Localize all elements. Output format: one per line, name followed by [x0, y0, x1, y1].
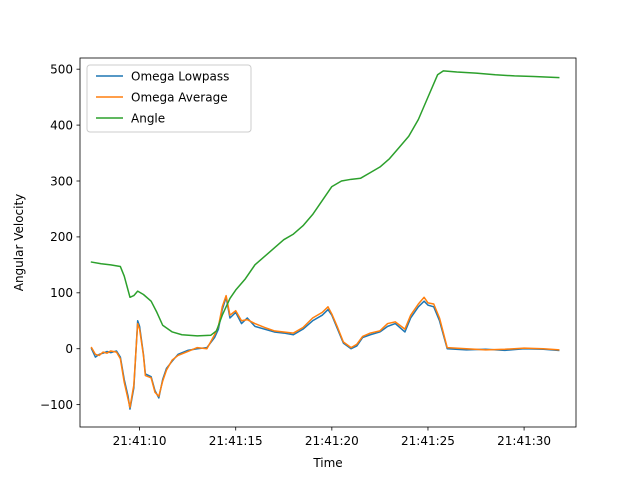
legend-box: [86, 64, 252, 133]
x-tick-label: 21:41:30: [497, 434, 551, 448]
x-axis-label: Time: [312, 456, 342, 470]
legend-label-angle: Angle: [131, 112, 165, 126]
legend: Omega Lowpass Omega Average Angle: [86, 64, 252, 133]
y-tick-label: 0: [65, 342, 73, 356]
y-axis-ticks: −100 0 100 200 300 400 500: [40, 62, 80, 412]
x-tick-label: 21:41:15: [209, 434, 263, 448]
plot-frame: [79, 57, 577, 428]
legend-label-omega-lowpass: Omega Lowpass: [131, 70, 229, 84]
y-tick-label: 400: [50, 118, 73, 132]
y-axis-label: Angular Velocity: [12, 194, 26, 292]
y-tick-label: 500: [50, 62, 73, 76]
y-tick-label: 100: [50, 286, 73, 300]
y-tick-label: 200: [50, 230, 73, 244]
x-tick-label: 21:41:20: [305, 434, 359, 448]
series-layer: [90, 70, 560, 410]
x-axis-ticks: 21:41:10 21:41:15 21:41:20 21:41:25 21:41:30: [113, 427, 551, 448]
series-line-omega-average: [90, 294, 560, 409]
legend-label-omega-average: Omega Average: [131, 91, 228, 105]
y-tick-label: 300: [50, 174, 73, 188]
x-tick-label: 21:41:10: [113, 434, 167, 448]
x-tick-label: 21:41:25: [401, 434, 455, 448]
series-line-angle: [90, 70, 560, 337]
y-tick-label: −100: [40, 398, 73, 412]
